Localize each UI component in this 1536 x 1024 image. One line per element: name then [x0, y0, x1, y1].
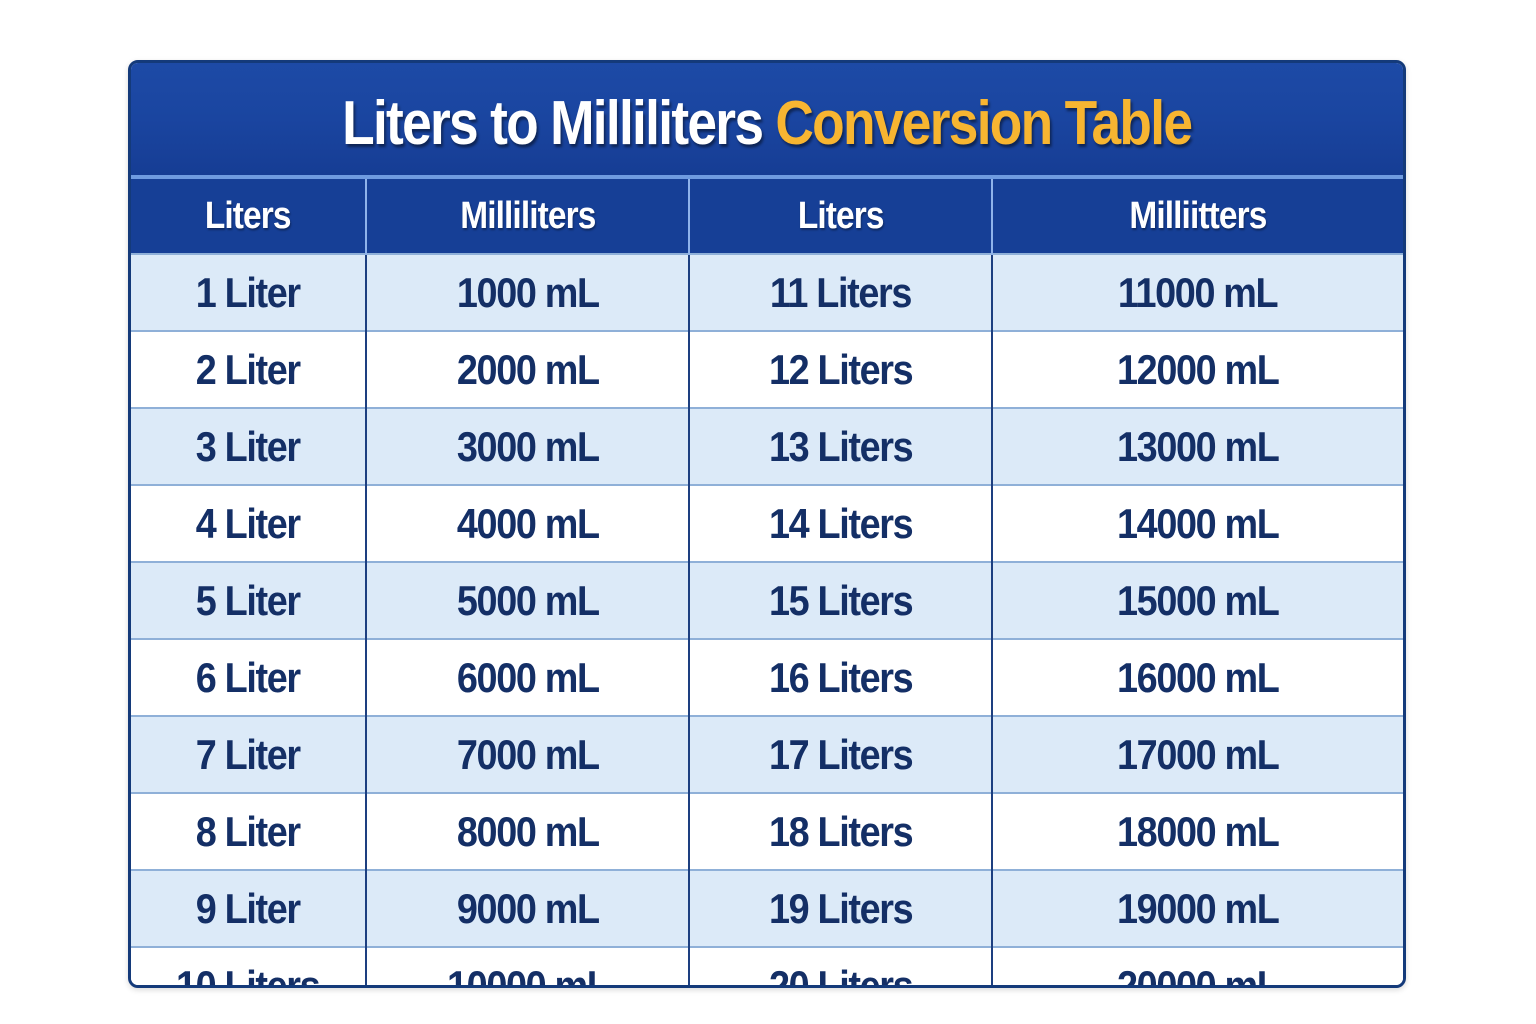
cell: 16 Liters	[689, 638, 993, 716]
cell: 17 Liters	[689, 715, 993, 793]
table-row: 6 Liter 6000 mL 16 Liters 16000 mL	[131, 638, 1403, 716]
cell: 13 Liters	[689, 407, 993, 485]
cell: 1000 mL	[366, 253, 690, 331]
header-milliliters-1: Milliliters	[366, 179, 690, 254]
cell: 3 Liter	[131, 407, 367, 485]
title-main: Liters to Milliliters	[342, 88, 764, 158]
header-milliliters-2: Milliitters	[992, 179, 1403, 254]
table-row: 3 Liter 3000 mL 13 Liters 13000 mL	[131, 407, 1403, 485]
cell: 10 Liters	[131, 946, 367, 985]
cell: 12000 mL	[992, 330, 1403, 408]
cell: 18 Liters	[689, 792, 993, 870]
cell: 12 Liters	[689, 330, 993, 408]
cell: 14000 mL	[992, 484, 1403, 562]
cell: 6000 mL	[366, 638, 690, 716]
cell: 9000 mL	[366, 869, 690, 947]
cell: 19000 mL	[992, 869, 1403, 947]
cell: 1 Liter	[131, 253, 367, 331]
cell: 5 Liter	[131, 561, 367, 639]
page-title: Liters to Milliliters Conversion Table	[342, 88, 1194, 159]
cell: 10000 mL	[366, 946, 690, 985]
table-row: 5 Liter 5000 mL 15 Liters 15000 mL	[131, 561, 1403, 639]
cell: 17000 mL	[992, 715, 1403, 793]
cell: 5000 mL	[366, 561, 690, 639]
cell: 14 Liters	[689, 484, 993, 562]
title-highlight: Conversion Table	[775, 88, 1194, 158]
table-row: 4 Liter 4000 mL 14 Liters 14000 mL	[131, 484, 1403, 562]
cell: 3000 mL	[366, 407, 690, 485]
cell: 11 Liters	[689, 253, 993, 331]
conversion-table: Liters Milliliters Liters Milliitters 1 …	[131, 179, 1403, 985]
cell: 7000 mL	[366, 715, 690, 793]
cell: 2 Liter	[131, 330, 367, 408]
cell: 4 Liter	[131, 484, 367, 562]
header-liters-1: Liters	[131, 179, 367, 254]
cell: 4000 mL	[366, 484, 690, 562]
cell: 8000 mL	[366, 792, 690, 870]
table-row: 9 Liter 9000 mL 19 Liters 19000 mL	[131, 869, 1403, 947]
cell: 7 Liter	[131, 715, 367, 793]
cell: 2000 mL	[366, 330, 690, 408]
cell: 16000 mL	[992, 638, 1403, 716]
conversion-table-card: Liters to Milliliters Conversion Table L…	[128, 60, 1406, 988]
table-row: 2 Liter 2000 mL 12 Liters 12000 mL	[131, 330, 1403, 408]
table-row: 1 Liter 1000 mL 11 Liters 11000 mL	[131, 253, 1403, 331]
cell: 15000 mL	[992, 561, 1403, 639]
cell: 6 Liter	[131, 638, 367, 716]
table-row: 8 Liter 8000 mL 18 Liters 18000 mL	[131, 792, 1403, 870]
cell: 20000 mL	[992, 946, 1403, 985]
table-row: 10 Liters 10000 mL 20 Liters 20000 mL	[131, 946, 1403, 985]
table-row: 7 Liter 7000 mL 17 Liters 17000 mL	[131, 715, 1403, 793]
header-liters-2: Liters	[689, 179, 993, 254]
cell: 13000 mL	[992, 407, 1403, 485]
cell: 19 Liters	[689, 869, 993, 947]
cell: 11000 mL	[992, 253, 1403, 331]
cell: 8 Liter	[131, 792, 367, 870]
cell: 15 Liters	[689, 561, 993, 639]
cell: 20 Liters	[689, 946, 993, 985]
title-bar: Liters to Milliliters Conversion Table	[131, 63, 1403, 179]
header-row: Liters Milliliters Liters Milliitters	[131, 179, 1403, 254]
cell: 18000 mL	[992, 792, 1403, 870]
cell: 9 Liter	[131, 869, 367, 947]
